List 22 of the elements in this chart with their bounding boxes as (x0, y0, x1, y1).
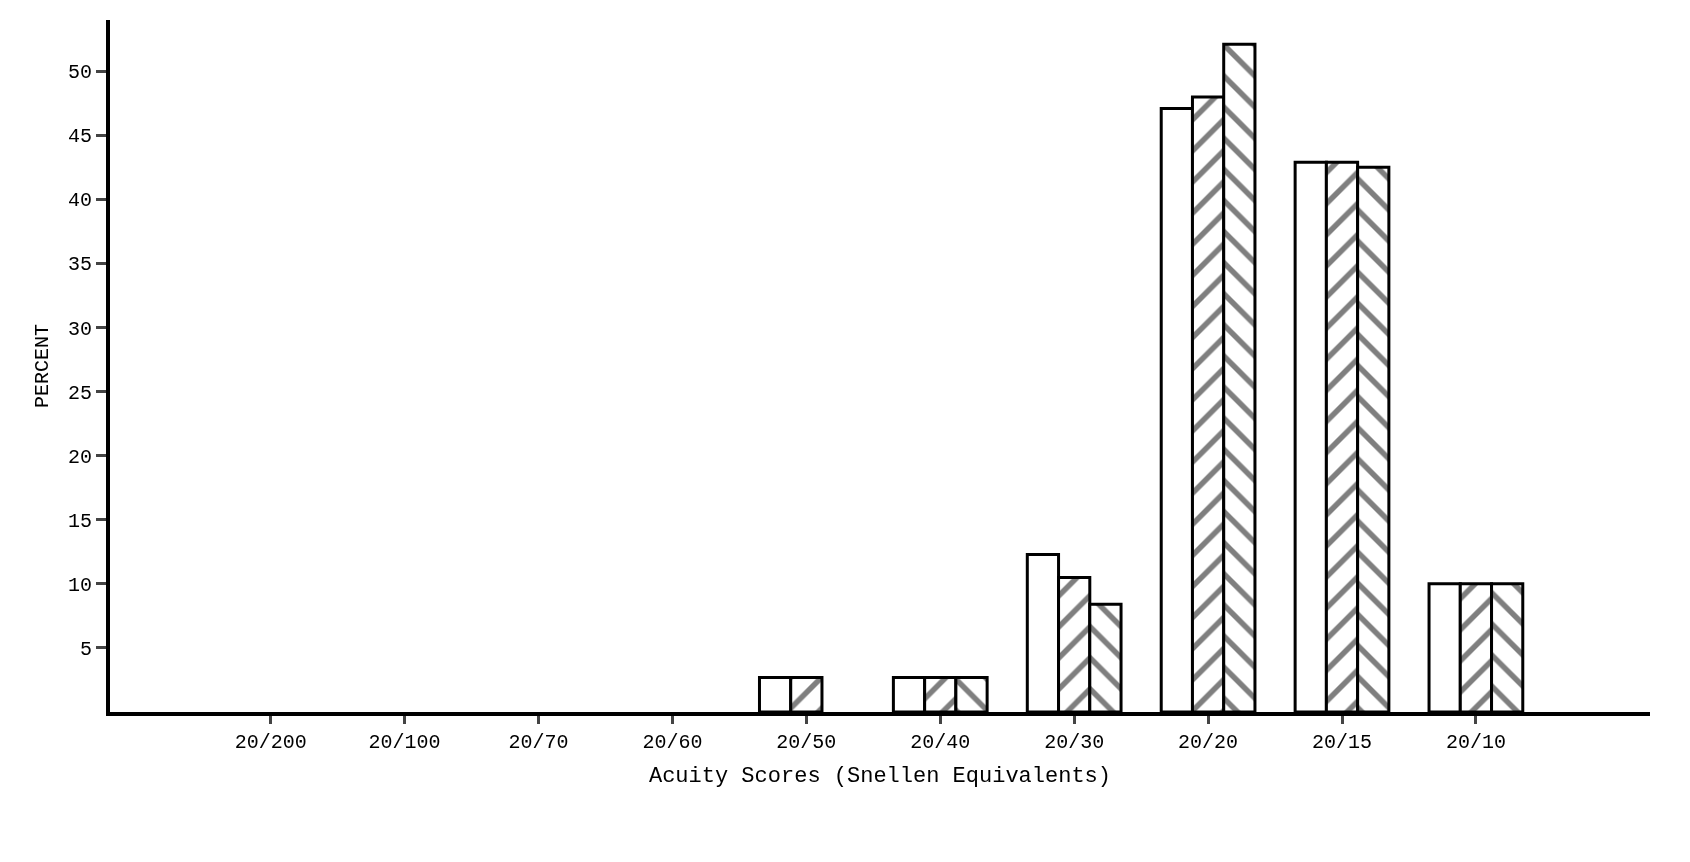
y-tick-label: 20 (67, 445, 92, 469)
x-tick-label: 20/15 (1311, 731, 1373, 754)
x-tick-label: 20/50 (776, 731, 837, 754)
y-axis-title: PERCENT (30, 323, 54, 409)
x-tick-label: 20/30 (1044, 731, 1105, 754)
x-tick-label: 20/10 (1445, 731, 1506, 754)
x-tick-label: 20/70 (508, 731, 569, 754)
y-tick-label: 30 (67, 317, 92, 341)
y-tick-label: 10 (67, 573, 92, 597)
y-tick-label: 15 (67, 509, 92, 533)
y-tick-label: 35 (67, 253, 92, 277)
x-axis-title: Acuity Scores (Snellen Equivalents) (648, 764, 1112, 790)
x-tick-label: 20/200 (234, 731, 307, 754)
x-tick-label: 20/100 (368, 731, 441, 754)
y-tick-label: 5 (79, 637, 92, 661)
y-tick-label: 50 (67, 61, 92, 85)
y-tick-label: 45 (67, 125, 92, 149)
y-tick-label: 40 (67, 189, 92, 213)
x-tick-label: 20/60 (642, 731, 703, 754)
x-tick-label: 20/40 (910, 731, 971, 754)
y-tick-label: 25 (67, 381, 92, 405)
x-tick-label: 20/20 (1178, 731, 1239, 754)
